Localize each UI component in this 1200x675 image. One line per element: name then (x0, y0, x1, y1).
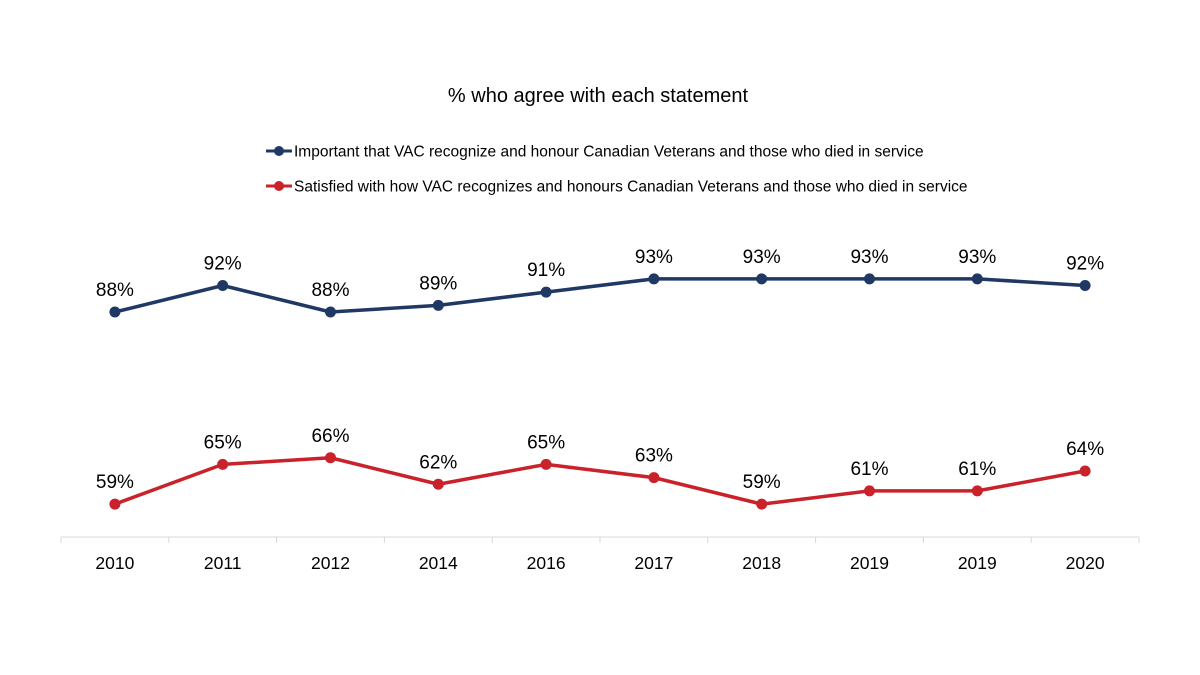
data-label: 59% (743, 472, 781, 493)
data-label: 65% (527, 432, 565, 453)
series-line-satisfied (113, 456, 1087, 506)
x-tick-label: 2016 (527, 553, 566, 573)
x-tick-label: 2014 (419, 553, 458, 573)
x-axis: 2010 2011 2012 2014 2016 2017 2018 2019 2019 2020 (60, 536, 1140, 573)
x-tick-label: 2019 (850, 553, 889, 573)
x-tick-label: 2017 (634, 553, 673, 573)
data-point (432, 478, 444, 490)
data-label: 61% (850, 459, 888, 480)
data-point (756, 498, 768, 510)
data-label: 59% (96, 472, 134, 493)
chart-title: % who agree with each statement (448, 85, 749, 107)
data-label: 93% (958, 247, 996, 268)
data-label: 92% (204, 254, 242, 275)
data-point (109, 498, 121, 510)
data-point (325, 452, 336, 464)
data-label: 93% (850, 247, 888, 268)
legend: Important that VAC recognize and honour … (266, 144, 968, 196)
data-label: 63% (635, 446, 673, 467)
series-line-important (113, 277, 1087, 314)
data-label: 62% (419, 452, 457, 473)
data-label: 89% (419, 273, 457, 294)
x-tick-label: 2020 (1066, 553, 1105, 573)
data-point (971, 273, 983, 285)
data-label: 88% (311, 280, 349, 301)
data-point (1079, 280, 1091, 291)
legend-entry-important: Important that VAC recognize and honour … (266, 144, 924, 161)
data-point (109, 306, 121, 318)
data-point (648, 472, 660, 484)
data-point (1079, 465, 1091, 477)
data-label: 64% (1066, 439, 1104, 460)
data-point (864, 485, 875, 497)
data-point (217, 280, 229, 291)
x-tick-label: 2018 (742, 553, 781, 573)
data-point (540, 458, 552, 470)
legend-marker-satisfied (274, 181, 284, 191)
data-label: 66% (311, 426, 349, 447)
data-label: 92% (1066, 254, 1104, 275)
x-tick-label: 2012 (311, 553, 350, 573)
data-label: 88% (96, 280, 134, 301)
data-point (217, 458, 229, 470)
legend-label-important: Important that VAC recognize and honour … (294, 144, 924, 161)
data-label: 91% (527, 260, 565, 281)
data-point (540, 286, 552, 298)
data-label: 65% (204, 432, 242, 453)
data-point (648, 273, 660, 285)
x-tick-label: 2019 (958, 553, 997, 573)
x-tick-label: 2011 (204, 553, 242, 573)
data-label: 93% (635, 247, 673, 268)
data-point (971, 485, 983, 497)
data-point (864, 273, 875, 285)
legend-label-satisfied: Satisfied with how VAC recognizes and ho… (294, 179, 968, 196)
data-label: 61% (958, 459, 996, 480)
legend-entry-satisfied: Satisfied with how VAC recognizes and ho… (266, 179, 968, 196)
x-tick-label: 2010 (95, 553, 134, 573)
data-point (432, 299, 444, 311)
data-point (756, 273, 768, 285)
series-layer (109, 273, 1091, 510)
data-label: 93% (743, 247, 781, 268)
legend-marker-important (274, 146, 284, 156)
data-labels: 88% 92% 88% 89% 91% 93% 93% 93% 93% 92% 59% 65% 66% 6… (96, 247, 1104, 493)
data-point (325, 306, 336, 318)
